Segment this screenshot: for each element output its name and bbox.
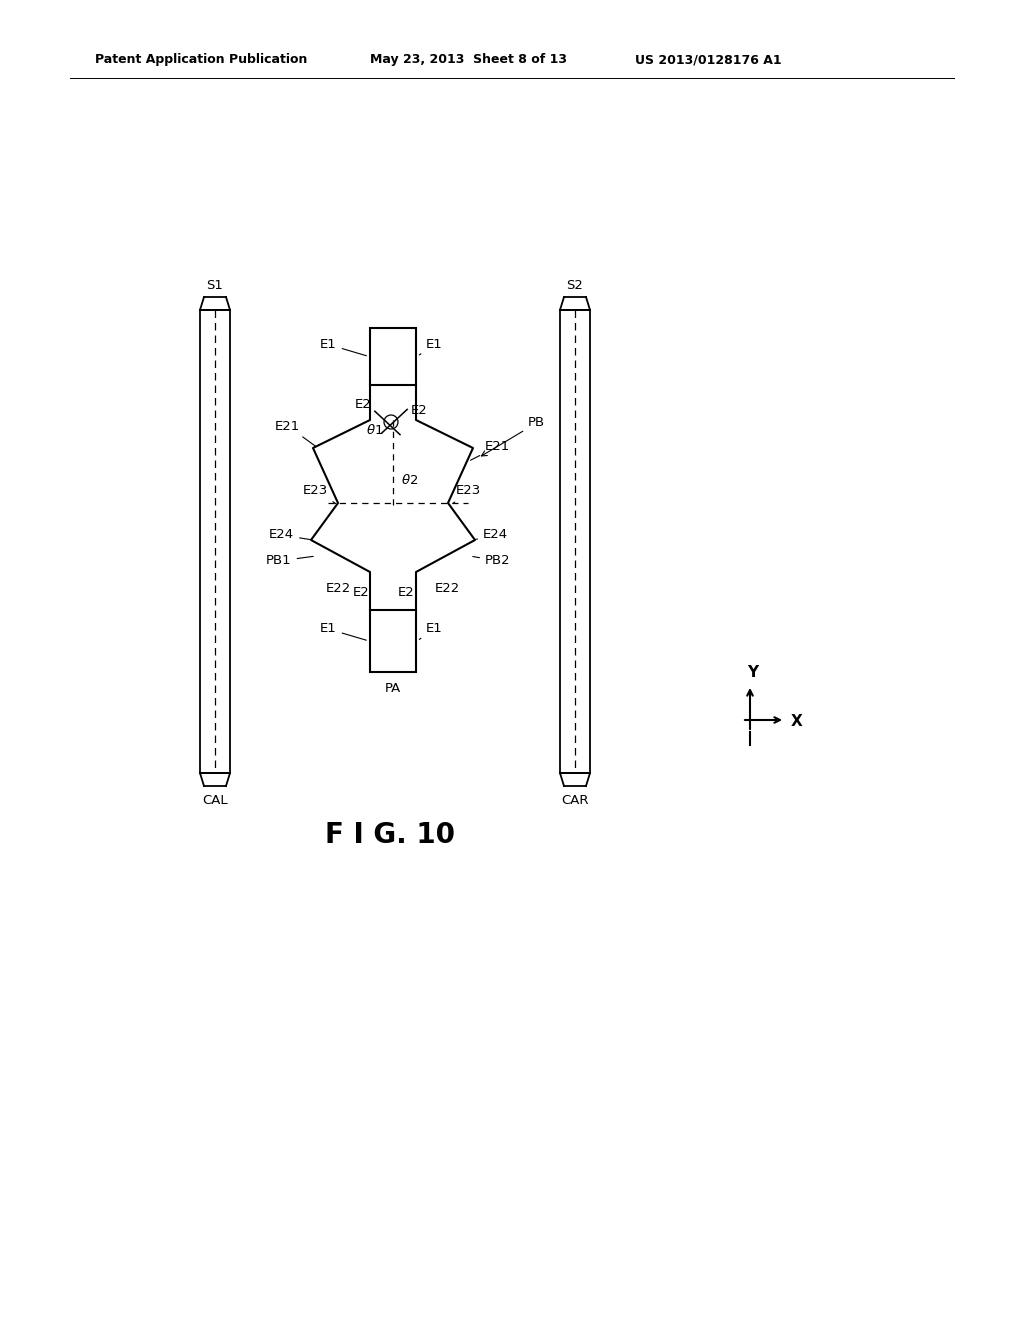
Bar: [370, 610, 416, 672]
Text: PB1: PB1: [266, 554, 313, 568]
Text: F I G. 10: F I G. 10: [325, 821, 455, 849]
Text: PB: PB: [481, 417, 545, 455]
Text: E1: E1: [419, 338, 442, 355]
Text: E21: E21: [275, 420, 315, 446]
Text: PB2: PB2: [473, 554, 511, 568]
Text: E23: E23: [454, 484, 481, 503]
Text: CAR: CAR: [561, 795, 589, 807]
Text: X: X: [791, 714, 803, 729]
Bar: [370, 327, 416, 385]
Bar: [200, 310, 230, 774]
Text: E2: E2: [398, 586, 415, 599]
Text: US 2013/0128176 A1: US 2013/0128176 A1: [635, 54, 781, 66]
Text: PA: PA: [385, 682, 401, 696]
Text: E1: E1: [319, 338, 367, 355]
Text: E24: E24: [269, 528, 310, 541]
Text: E22: E22: [326, 582, 350, 595]
Text: E2: E2: [354, 399, 372, 412]
Text: S2: S2: [566, 279, 584, 292]
Text: S1: S1: [207, 279, 223, 292]
Text: Patent Application Publication: Patent Application Publication: [95, 54, 307, 66]
Text: E22: E22: [435, 582, 460, 595]
Text: E1: E1: [319, 623, 367, 640]
Text: $\theta$2: $\theta$2: [401, 474, 418, 487]
Text: E2: E2: [352, 586, 370, 599]
Text: Y: Y: [748, 665, 759, 680]
Text: E2: E2: [411, 404, 428, 417]
Text: E1: E1: [419, 623, 442, 639]
Text: E24: E24: [476, 528, 508, 541]
Text: $\theta$1: $\theta$1: [367, 422, 384, 437]
Text: CAL: CAL: [202, 795, 227, 807]
Text: May 23, 2013  Sheet 8 of 13: May 23, 2013 Sheet 8 of 13: [370, 54, 567, 66]
Bar: [560, 310, 590, 774]
Text: E21: E21: [470, 440, 510, 461]
Text: E23: E23: [303, 484, 336, 503]
